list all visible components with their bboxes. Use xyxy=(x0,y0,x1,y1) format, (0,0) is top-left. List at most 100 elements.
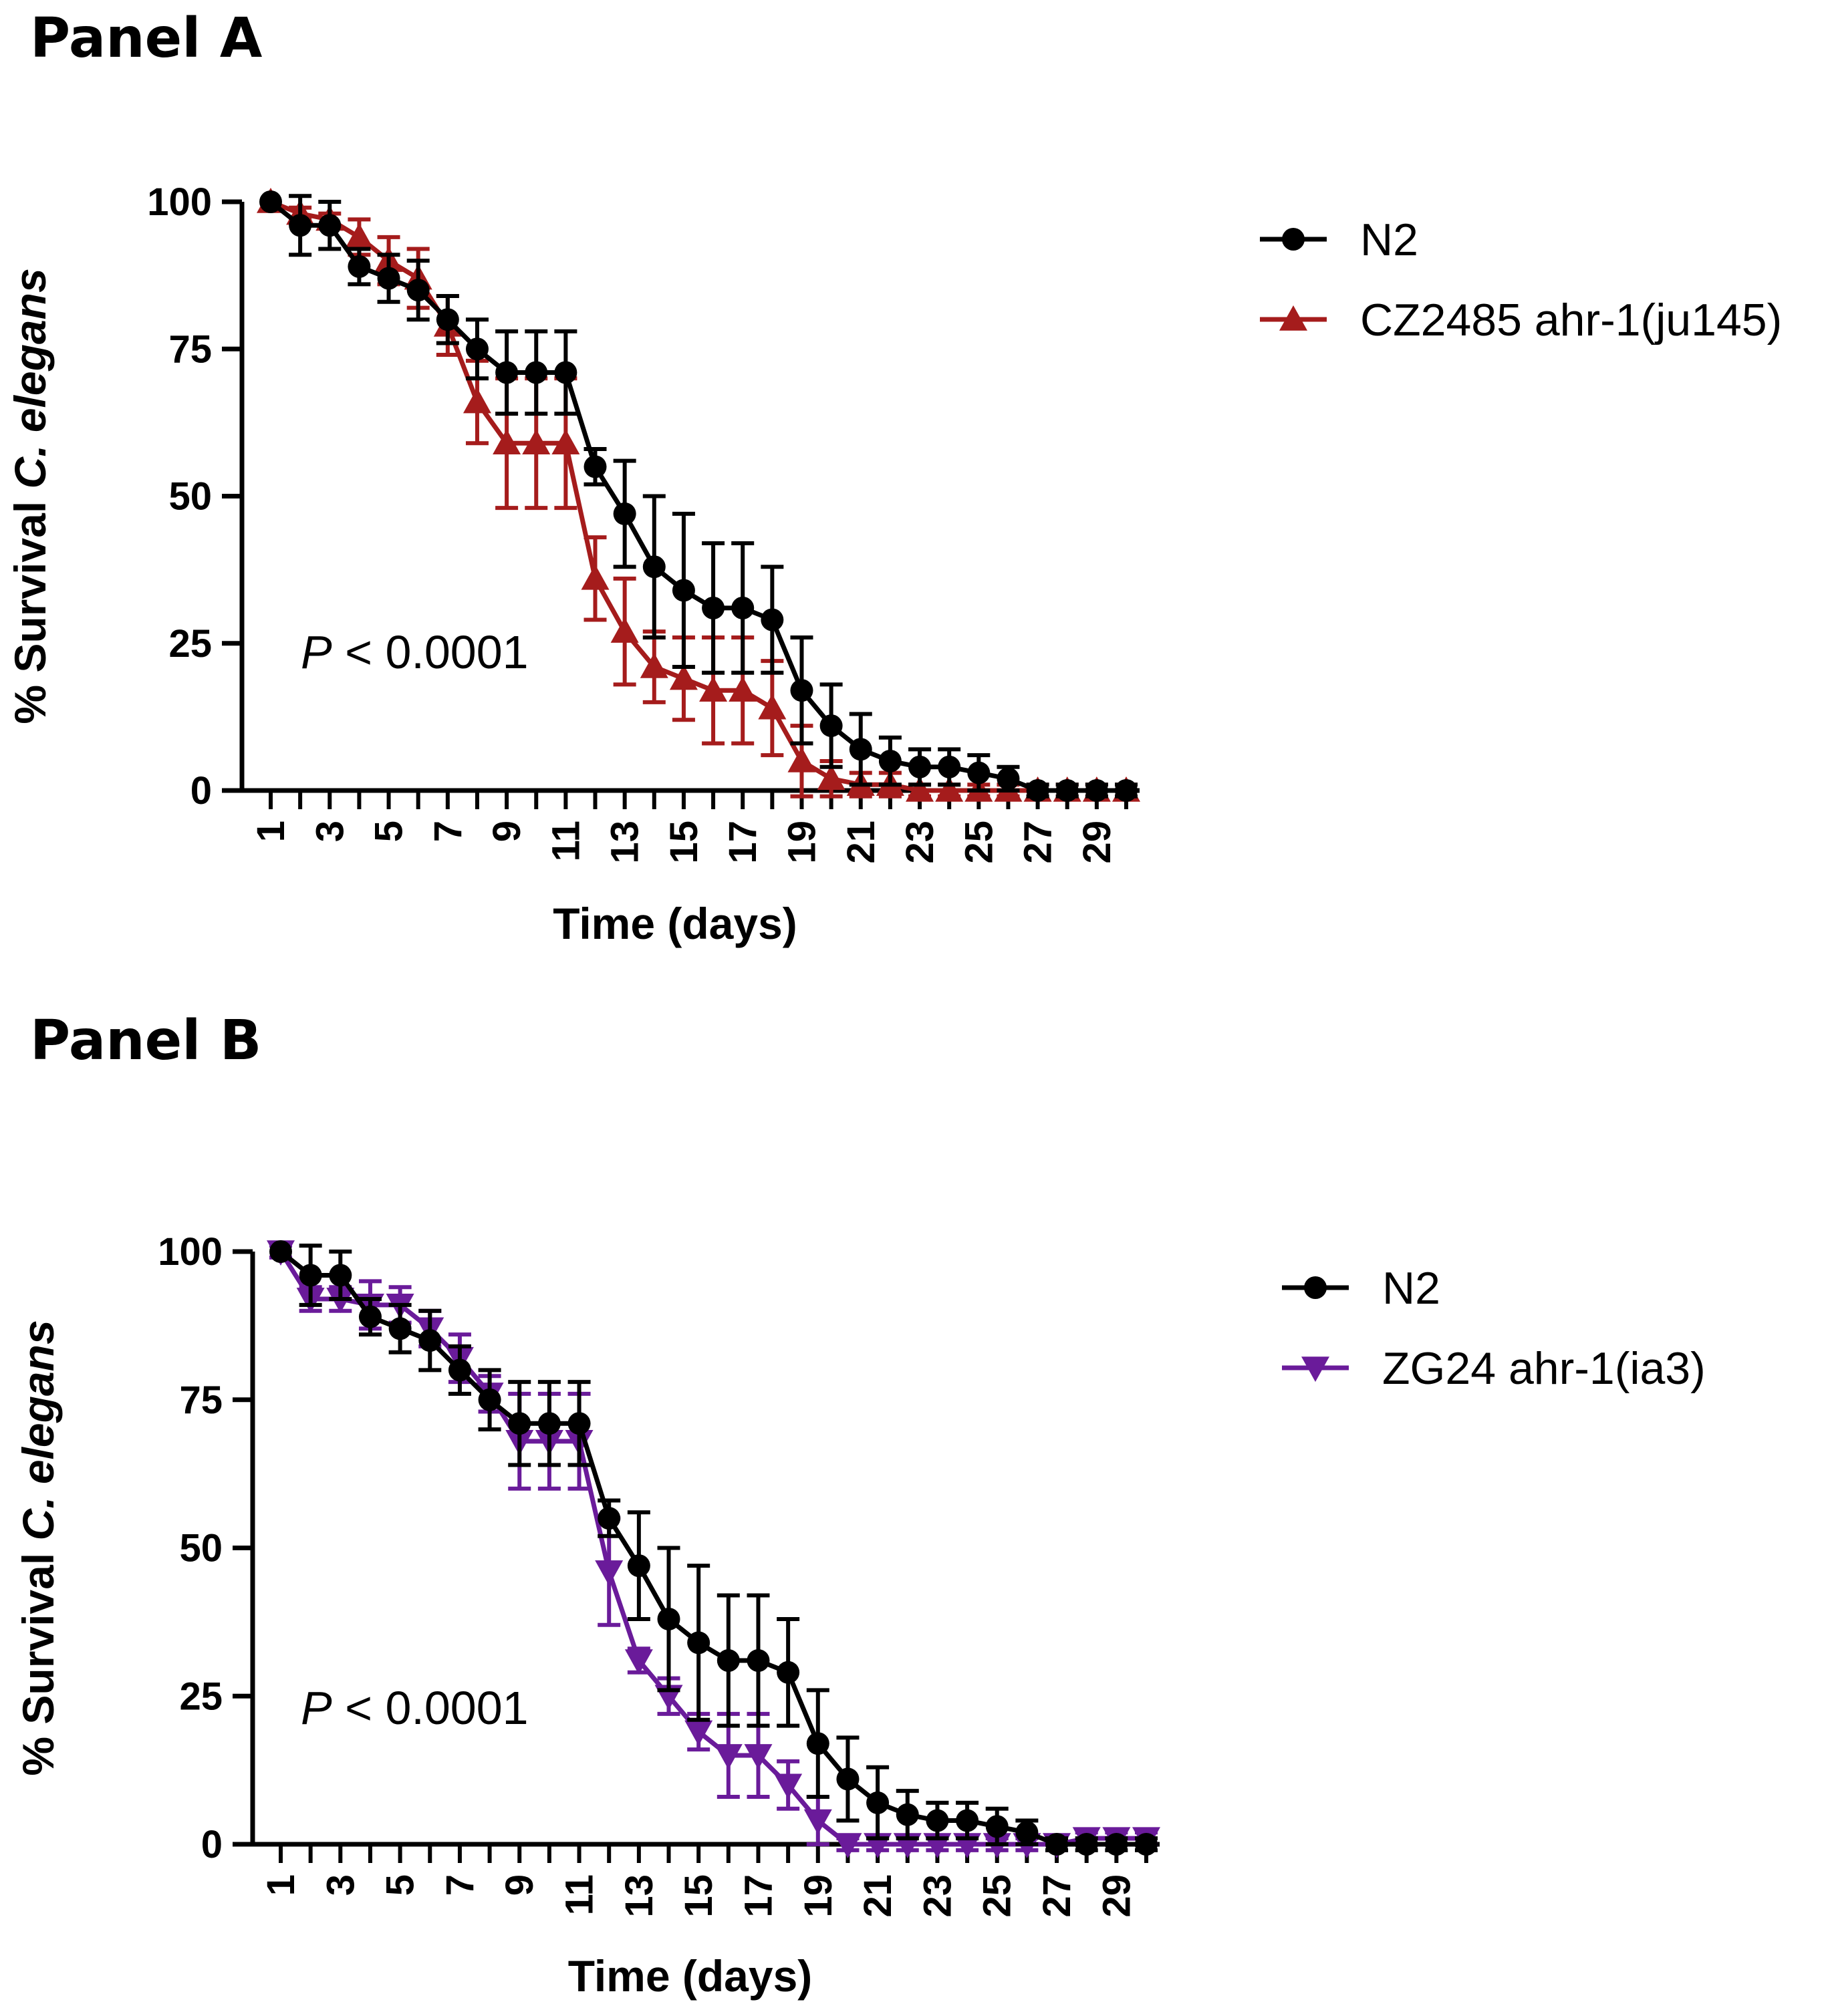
x-axis-title: Time (days) xyxy=(553,899,797,948)
data-point xyxy=(803,1809,832,1835)
data-point xyxy=(806,1732,829,1755)
x-tick-label: 21 xyxy=(856,1874,900,1918)
data-point xyxy=(624,1649,653,1675)
data-point xyxy=(465,337,489,361)
legend-item: N2 xyxy=(1282,1263,1440,1314)
x-tick-label: 15 xyxy=(662,821,706,864)
data-point xyxy=(1075,1833,1098,1856)
data-point xyxy=(1085,779,1108,802)
p-value-text: < 0.0001 xyxy=(332,626,529,678)
y-tick-label: 75 xyxy=(179,1379,223,1422)
data-point xyxy=(956,1809,979,1832)
data-point xyxy=(744,1744,773,1769)
data-point xyxy=(537,1412,561,1435)
data-point xyxy=(672,579,695,602)
data-point xyxy=(493,429,521,455)
data-point xyxy=(551,429,580,455)
legend-label: N2 xyxy=(1382,1263,1440,1314)
panel-a-title: Panel A xyxy=(30,7,263,70)
legend-label: CZ2485 ahr-1(ju145) xyxy=(1360,295,1782,345)
legend-item: CZ2485 ahr-1(ju145) xyxy=(1260,295,1782,345)
x-tick-label: 9 xyxy=(498,1874,541,1896)
data-point xyxy=(610,617,639,643)
data-point xyxy=(935,776,964,802)
data-point xyxy=(866,1791,890,1814)
data-point xyxy=(377,267,400,290)
data-point xyxy=(777,1661,800,1684)
x-tick-label: 19 xyxy=(780,821,823,864)
data-point xyxy=(817,764,845,790)
x-tick-label: 11 xyxy=(544,821,588,861)
data-point xyxy=(259,190,282,213)
x-tick-label: 13 xyxy=(618,1874,661,1918)
panel-b-title: Panel B xyxy=(30,1009,262,1072)
legend-label: N2 xyxy=(1360,214,1418,265)
data-point xyxy=(1026,779,1049,802)
data-point xyxy=(926,1809,949,1832)
y-tick-label: 25 xyxy=(168,622,212,666)
data-point xyxy=(699,676,728,702)
series-1 xyxy=(269,1240,1158,1856)
y-axis-title-prefix: % Survival xyxy=(13,1540,63,1775)
y-axis-title: % Survival C. elegans xyxy=(13,1320,63,1775)
legend-marker xyxy=(1279,305,1307,331)
data-point xyxy=(329,1264,352,1287)
x-tick-label: 27 xyxy=(1017,821,1060,864)
data-point xyxy=(269,1240,292,1263)
data-point xyxy=(1015,1821,1039,1844)
y-tick-label: 0 xyxy=(201,1823,223,1866)
data-point xyxy=(567,1412,591,1435)
data-point xyxy=(967,761,991,784)
y-tick-label: 50 xyxy=(168,475,212,519)
data-point xyxy=(598,1507,621,1530)
data-point xyxy=(289,214,312,237)
data-point xyxy=(478,1388,501,1411)
x-tick-label: 25 xyxy=(976,1874,1019,1918)
data-point xyxy=(687,1631,710,1654)
data-point xyxy=(849,738,872,761)
data-point xyxy=(878,749,902,772)
data-point xyxy=(613,502,636,525)
data-point xyxy=(657,1607,680,1630)
series-line xyxy=(279,1250,1146,1847)
data-point xyxy=(985,1815,1009,1838)
data-point xyxy=(418,1329,442,1352)
y-axis-title-species: C. elegans xyxy=(5,268,55,488)
data-point xyxy=(406,279,430,302)
data-point xyxy=(729,676,757,702)
x-tick-label: 23 xyxy=(898,821,942,864)
data-point xyxy=(627,1554,650,1578)
x-tick-label: 1 xyxy=(249,821,293,842)
x-tick-label: 19 xyxy=(797,1874,840,1918)
x-tick-label: 13 xyxy=(604,821,647,864)
data-point xyxy=(906,776,934,802)
data-point xyxy=(790,679,813,702)
p-value-letter: P xyxy=(301,626,332,678)
data-point xyxy=(1055,779,1079,802)
y-tick-label: 25 xyxy=(179,1675,223,1718)
series-line xyxy=(269,199,1126,793)
x-tick-label: 5 xyxy=(368,821,411,842)
legend-label: ZG24 ahr-1(ia3) xyxy=(1382,1343,1706,1394)
data-point xyxy=(1105,1833,1128,1856)
data-point xyxy=(495,361,519,384)
x-tick-label: 29 xyxy=(1095,1874,1138,1918)
data-point xyxy=(938,755,961,778)
x-tick-label: 25 xyxy=(957,821,1001,864)
data-point xyxy=(463,388,491,414)
data-point xyxy=(595,1560,624,1586)
data-point xyxy=(997,767,1020,790)
p-value-annotation: P < 0.0001 xyxy=(301,626,529,678)
data-point xyxy=(774,1773,803,1799)
x-tick-label: 3 xyxy=(319,1874,362,1896)
data-point xyxy=(299,1264,322,1287)
x-tick-label: 21 xyxy=(839,821,883,864)
data-point xyxy=(787,746,816,772)
data-point xyxy=(684,1720,713,1746)
y-tick-label: 100 xyxy=(158,1230,223,1274)
x-tick-label: 17 xyxy=(737,1874,780,1918)
data-point xyxy=(348,255,371,278)
legend-marker xyxy=(1304,1276,1327,1299)
x-tick-label: 27 xyxy=(1035,1874,1079,1918)
